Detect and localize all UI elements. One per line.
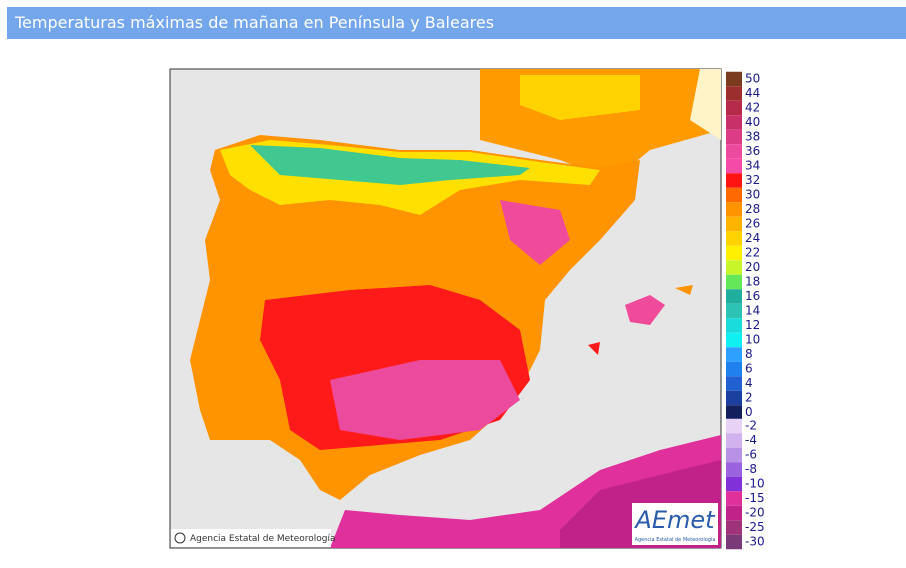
legend-label: 8 <box>745 347 753 361</box>
legend-swatch <box>726 361 742 377</box>
legend-swatch <box>726 231 742 246</box>
legend-swatch <box>726 260 742 275</box>
legend-swatch <box>726 418 742 434</box>
legend-swatch <box>726 202 742 217</box>
legend-label: -30 <box>745 535 765 549</box>
legend-swatch <box>726 347 742 362</box>
legend-swatch <box>726 332 742 348</box>
legend-label: -10 <box>745 477 765 491</box>
header-title: Temperaturas máximas de mañana en Peníns… <box>7 7 906 39</box>
legend-label: 18 <box>745 275 760 289</box>
legend-label: -8 <box>745 462 757 476</box>
ebro <box>500 200 570 265</box>
legend-swatch <box>726 173 742 188</box>
legend-swatch <box>726 520 742 535</box>
legend-swatch <box>726 303 742 319</box>
legend-swatch <box>726 144 742 159</box>
legend-label: -15 <box>745 491 765 505</box>
legend-swatch <box>726 405 742 420</box>
legend-swatch <box>726 476 742 492</box>
cantabrian <box>250 145 530 185</box>
legend-swatch <box>726 158 742 174</box>
legend-swatch <box>726 318 742 333</box>
legend-label: 4 <box>745 376 753 390</box>
legend-swatch <box>726 289 742 304</box>
menorca <box>675 285 693 295</box>
legend-label: 20 <box>745 260 760 274</box>
legend-label: 14 <box>745 304 760 318</box>
legend-label: 12 <box>745 318 760 332</box>
legend-label: 26 <box>745 217 760 231</box>
legend-swatch <box>726 187 742 203</box>
legend-label: 44 <box>745 86 760 100</box>
legend-label: 36 <box>745 144 760 158</box>
legend-swatch <box>726 245 742 261</box>
legend-label: 34 <box>745 159 760 173</box>
legend-label: 6 <box>745 362 753 376</box>
france-yellow <box>520 75 640 120</box>
legend-label: -2 <box>745 419 757 433</box>
hottest <box>330 360 520 440</box>
legend-label: 50 <box>745 72 760 86</box>
logo: AEmet <box>633 506 716 534</box>
copyright-icon <box>174 532 186 544</box>
legend-swatch <box>726 274 742 290</box>
legend-label: 28 <box>745 202 760 216</box>
logo-subtitle: Agencia Estatal de Meteorología <box>635 536 716 543</box>
legend-swatch <box>726 100 742 116</box>
logo-box <box>632 503 718 545</box>
legend-label: 30 <box>745 188 760 202</box>
alps <box>690 69 721 140</box>
legend-label: 42 <box>745 101 760 115</box>
legend-label: 24 <box>745 231 760 245</box>
legend-label: -6 <box>745 448 757 462</box>
legend-label: 2 <box>745 391 753 405</box>
legend-swatch <box>726 216 742 232</box>
legend-label: 22 <box>745 246 760 260</box>
legend-swatch <box>726 129 742 145</box>
legend-swatch <box>726 376 742 391</box>
legend-label: -20 <box>745 506 765 520</box>
legend-label: 32 <box>745 173 760 187</box>
credit-box <box>171 529 331 547</box>
legend-label: -4 <box>745 433 757 447</box>
legend-swatch <box>726 115 742 130</box>
legend-swatch <box>726 86 742 101</box>
legend-label: 16 <box>745 289 760 303</box>
legend-swatch <box>726 433 742 448</box>
ibiza <box>588 342 600 355</box>
legend-swatch <box>726 462 742 477</box>
legend-swatch <box>726 534 742 550</box>
credit: Agencia Estatal de Meteorología <box>190 534 336 544</box>
mallorca <box>625 295 665 325</box>
legend-swatch <box>726 71 742 87</box>
legend-label: 40 <box>745 115 760 129</box>
legend-label: 38 <box>745 130 760 144</box>
legend-swatch <box>726 447 742 463</box>
legend-label: 0 <box>745 405 753 419</box>
legend-swatch <box>726 390 742 406</box>
legend-swatch <box>726 505 742 521</box>
legend-swatch <box>726 491 742 506</box>
legend-label: 10 <box>745 333 760 347</box>
legend-label: -25 <box>745 520 765 534</box>
